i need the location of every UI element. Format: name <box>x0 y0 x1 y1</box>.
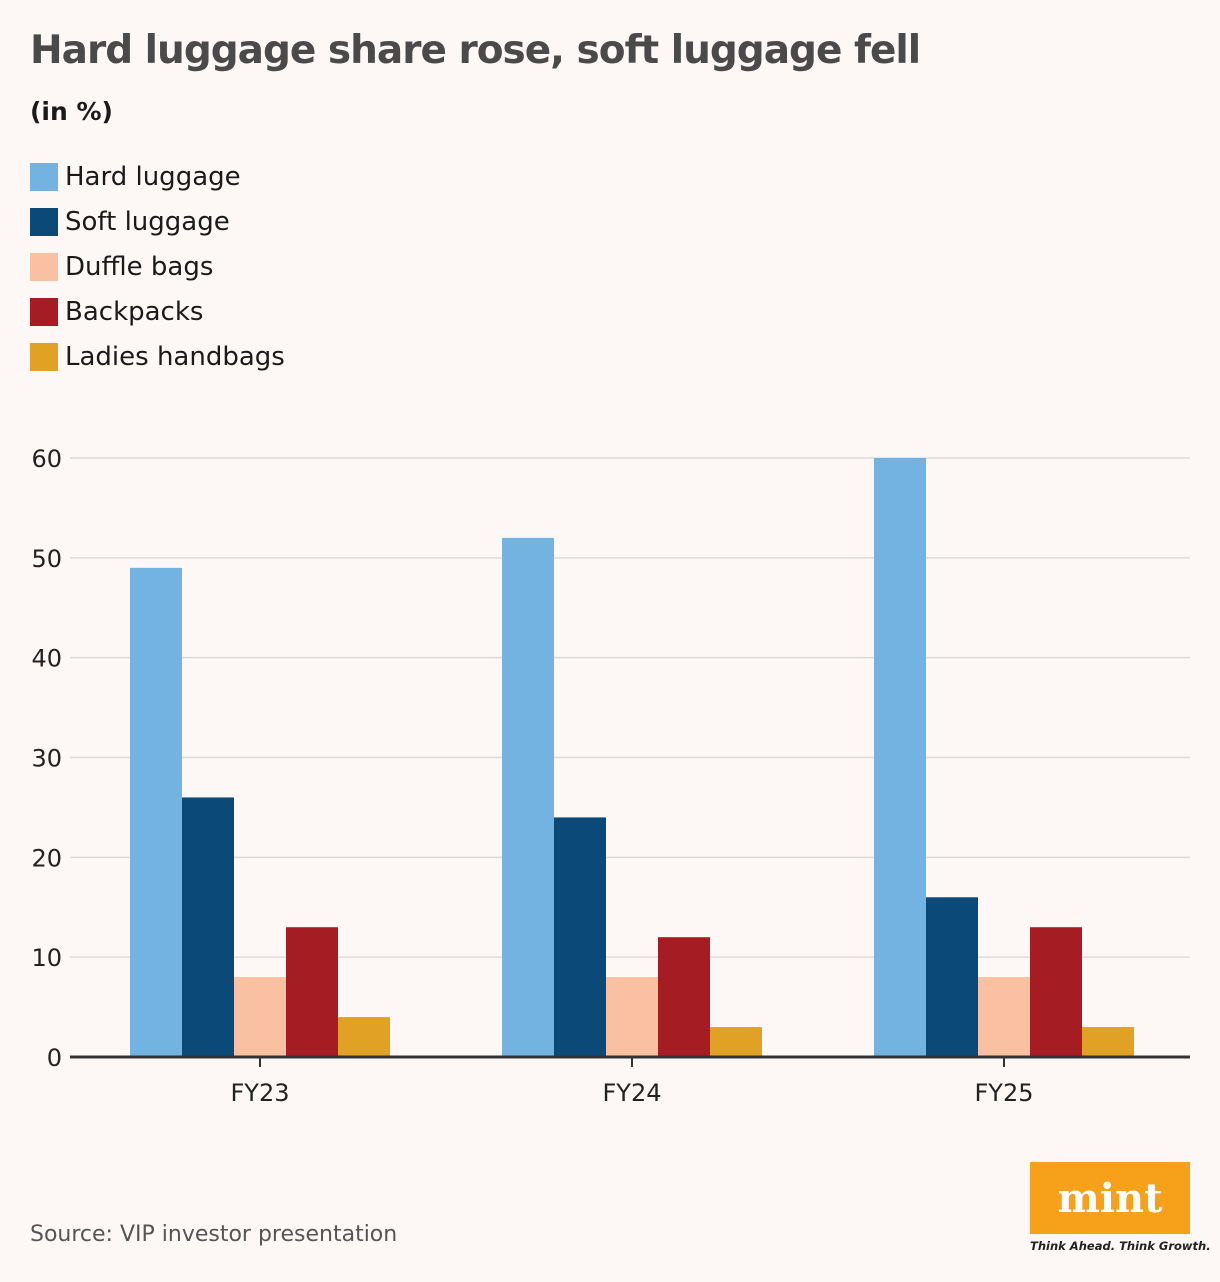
y-tick-label: 50 <box>31 545 62 573</box>
legend-swatch <box>30 297 58 326</box>
legend-swatch <box>30 342 58 371</box>
bar <box>1082 1027 1134 1057</box>
legend-item: Backpacks <box>30 289 285 334</box>
bar <box>286 927 338 1057</box>
bar <box>130 567 182 1057</box>
chart-subtitle: (in %) <box>30 97 113 126</box>
bar <box>658 937 710 1057</box>
bar <box>338 1017 390 1057</box>
x-tick-label: FY23 <box>230 1079 289 1107</box>
bar <box>710 1027 762 1057</box>
source-note: Source: VIP investor presentation <box>30 1222 398 1247</box>
bar <box>874 458 926 1057</box>
bar <box>606 977 658 1057</box>
legend-swatch <box>30 252 58 281</box>
bar <box>1030 927 1082 1057</box>
bar <box>182 797 234 1057</box>
y-tick-label: 60 <box>31 445 62 473</box>
y-tick-label: 40 <box>31 645 62 673</box>
bar-chart: 0 10 20 30 40 50 60 FY23 FY24 FY25 <box>31 445 1190 1107</box>
x-tick-label: FY25 <box>974 1079 1033 1107</box>
legend-item: Ladies handbags <box>30 334 285 379</box>
bar <box>978 977 1030 1057</box>
legend-item: Duffle bags <box>30 244 285 289</box>
brand-logo: mint Think Ahead. Think Growth. <box>1030 1162 1211 1253</box>
chart-title: Hard luggage share rose, soft luggage fe… <box>30 28 921 73</box>
bar <box>234 977 286 1057</box>
legend-label: Soft luggage <box>65 206 230 237</box>
y-tick-label: 0 <box>47 1044 62 1072</box>
legend-label: Duffle bags <box>65 251 214 282</box>
y-tick-label: 10 <box>31 944 62 972</box>
legend-label: Ladies handbags <box>65 341 285 372</box>
bar <box>502 537 554 1057</box>
legend-item: Soft luggage <box>30 199 285 244</box>
y-tick-label: 30 <box>31 745 62 773</box>
bar <box>926 897 978 1057</box>
legend-label: Backpacks <box>65 296 204 327</box>
brand-tagline: Think Ahead. Think Growth. <box>1030 1239 1211 1253</box>
y-tick-label: 20 <box>31 844 62 872</box>
x-tick-label: FY24 <box>602 1079 661 1107</box>
mint-logo: mint <box>1030 1162 1190 1234</box>
legend-swatch <box>30 207 58 236</box>
legend-label: Hard luggage <box>65 161 241 192</box>
legend-item: Hard luggage <box>30 154 285 199</box>
legend: Hard luggage Soft luggage Duffle bags Backp… <box>30 154 285 379</box>
legend-swatch <box>30 162 58 191</box>
bar <box>554 817 606 1057</box>
